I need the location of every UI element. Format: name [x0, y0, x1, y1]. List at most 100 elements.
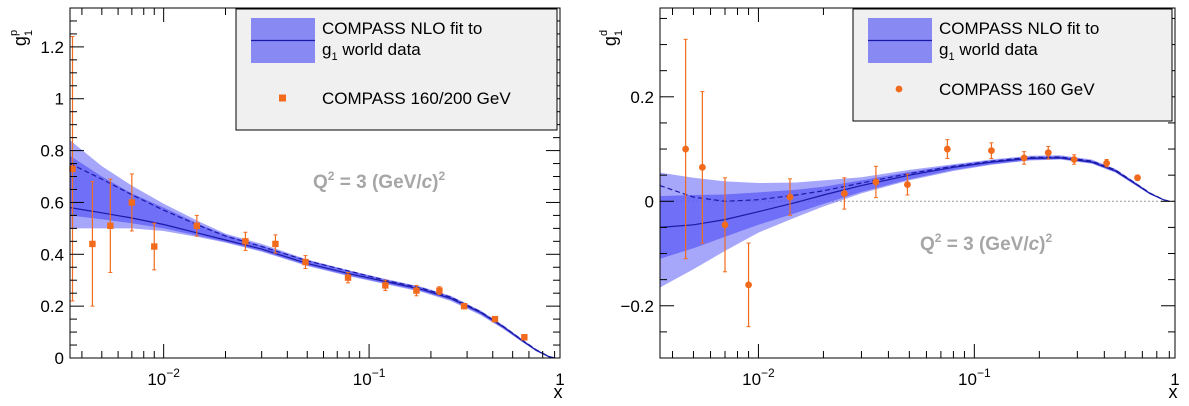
marker-circle	[1103, 159, 1111, 167]
marker-square	[69, 165, 76, 172]
fit-curve-dashed	[660, 156, 1170, 202]
plot-area	[70, 140, 555, 358]
marker-circle	[1020, 154, 1028, 162]
marker-square	[151, 243, 158, 250]
marker-square	[344, 274, 352, 281]
uncertainty-band-1	[660, 155, 1170, 288]
y-axis-label: g1d	[598, 30, 625, 46]
marker-circle	[840, 190, 848, 197]
x-tick-label: 10−2	[742, 366, 775, 389]
data-point	[107, 178, 114, 273]
marker-square	[128, 199, 136, 206]
data-point	[344, 271, 352, 284]
marker-square	[436, 287, 443, 294]
data-point	[193, 214, 201, 237]
y-tick-label: 1	[55, 90, 64, 109]
data-point	[872, 165, 880, 199]
marker-circle	[682, 145, 690, 153]
data-point	[1070, 154, 1078, 165]
data-point	[904, 173, 911, 196]
x-tick-label: 10−2	[147, 366, 180, 389]
data-point	[491, 315, 499, 323]
marker-square	[382, 282, 389, 289]
data-point	[521, 334, 528, 341]
marker-square	[413, 287, 420, 294]
data-point	[943, 139, 951, 159]
marker-circle	[786, 193, 794, 201]
plot-area	[660, 155, 1175, 288]
uncertainty-band-2	[660, 156, 1170, 259]
marker-square	[491, 315, 499, 323]
data-point	[786, 178, 794, 216]
legend-data-label: COMPASS 160/200 GeV	[322, 89, 511, 108]
data-point	[988, 142, 995, 159]
data-point	[151, 222, 158, 271]
data-point	[682, 38, 690, 260]
data-point	[1134, 174, 1141, 182]
marker-square	[460, 302, 468, 310]
x-tick-label: 1	[1170, 370, 1179, 389]
legend-fit-label-line1: COMPASS NLO fit to	[322, 19, 482, 38]
y-tick-label: 0	[55, 349, 64, 368]
y-tick-label: 0.2	[40, 297, 64, 316]
y-tick-label: 0.6	[40, 193, 64, 212]
x-tick-label: 10−1	[353, 366, 386, 389]
data-point	[1103, 158, 1111, 168]
data-point	[89, 181, 96, 307]
x-tick-label: 10−1	[958, 366, 991, 389]
marker-square	[89, 240, 96, 248]
marker-square	[302, 258, 309, 266]
marker-square	[193, 222, 201, 229]
marker-square	[242, 238, 249, 245]
plot-frame	[69, 7, 561, 359]
y-tick-label: 0.4	[40, 245, 64, 264]
data-point	[413, 284, 420, 297]
legend-fit-label-line1: COMPASS NLO fit to	[939, 19, 1099, 38]
y-tick-label: −0.2	[620, 297, 654, 316]
q2-annotation: Q2 = 3 (GeV/c)2	[920, 231, 1053, 255]
q2-annotation: Q2 = 3 (GeV/c)2	[313, 169, 446, 193]
y-tick-label: 0.2	[630, 88, 654, 107]
fit-curve-solid	[70, 207, 555, 358]
data-point	[721, 177, 729, 273]
data-point	[745, 242, 752, 328]
chart-panel-right: −0.2 0 0.2 10−2 10−1 1x g1d COMPASS NLO fit to g…	[598, 7, 1180, 402]
x-axis-label: x	[554, 382, 563, 402]
data-point	[382, 279, 389, 292]
marker-circle	[943, 145, 951, 153]
marker-square	[272, 240, 279, 248]
marker-circle	[1044, 149, 1052, 157]
marker-circle	[1134, 174, 1141, 182]
y-tick-label: 1.2	[40, 38, 64, 57]
data-point	[69, 36, 76, 302]
marker-square	[521, 334, 528, 341]
legend: COMPASS NLO fit to g1 world data COMPASS 1…	[235, 8, 558, 131]
legend-marker-circle	[895, 85, 903, 93]
data-point	[1044, 145, 1052, 160]
legend-data-label: COMPASS 160 GeV	[939, 80, 1095, 99]
y-tick-label: 0.8	[40, 142, 64, 161]
marker-circle	[721, 221, 729, 229]
marker-circle	[1070, 156, 1078, 163]
marker-circle	[872, 178, 880, 186]
data-point	[840, 177, 848, 210]
legend: COMPASS NLO fit to g1 world data COMPASS 1…	[852, 8, 1173, 122]
x-axis-label: x	[1169, 382, 1178, 402]
plot-frame	[659, 7, 1176, 359]
data-point	[1020, 151, 1028, 165]
data-point	[128, 173, 136, 232]
legend-marker-square	[279, 94, 286, 102]
legend-fit-label-line2: g1 world data	[939, 40, 1038, 63]
data-point	[460, 302, 468, 310]
fit-curve-dashed	[70, 163, 555, 358]
marker-circle	[698, 163, 706, 171]
marker-circle	[988, 147, 995, 155]
marker-square	[107, 222, 114, 229]
y-tick-label: 0	[645, 192, 654, 211]
marker-circle	[745, 281, 752, 289]
data-point	[302, 255, 309, 270]
y-axis-label: g1p	[8, 30, 35, 46]
legend-fit-label-line2: g1 world data	[322, 40, 421, 63]
